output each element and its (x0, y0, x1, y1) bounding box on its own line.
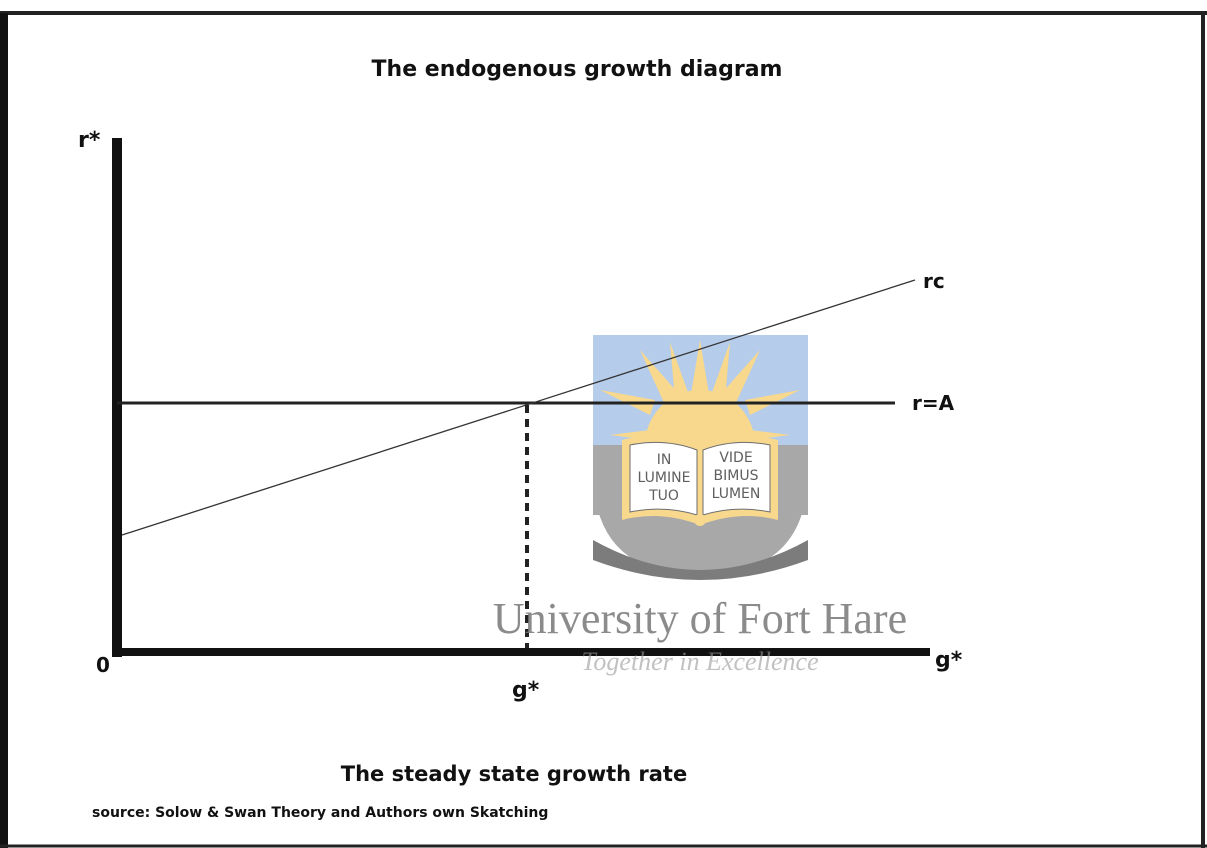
book-text: TUO (648, 488, 679, 504)
rc-line (121, 279, 916, 536)
book-page-right (702, 441, 771, 516)
book-clasp (694, 514, 706, 526)
book-text: BIMUS (714, 468, 759, 484)
book-text: VIDE (719, 450, 752, 466)
caption: The steady state growth rate (341, 762, 687, 786)
shield-base (593, 540, 808, 580)
y-axis-label: r* (78, 128, 101, 153)
origin-label: 0 (96, 653, 110, 677)
line-label: r=A (912, 391, 955, 415)
watermark-logo: IN LUMINE VIDE TUO VIDE BIMUS LUMEN (593, 335, 808, 580)
book-text: LUMINE (638, 470, 691, 486)
book-text: LUMEN (712, 486, 761, 502)
source: source: Solow & Swan Theory and Authors … (92, 805, 548, 821)
title: The endogenous growth diagram (372, 57, 783, 82)
x-axis-label: g* (935, 648, 963, 673)
line-label: rc (923, 269, 945, 293)
book-text: IN (657, 452, 672, 468)
marker-label: g* (512, 678, 540, 703)
watermark-name: University of Fort Hare (493, 594, 907, 643)
watermark-motto: Together in Excellence (581, 647, 818, 676)
